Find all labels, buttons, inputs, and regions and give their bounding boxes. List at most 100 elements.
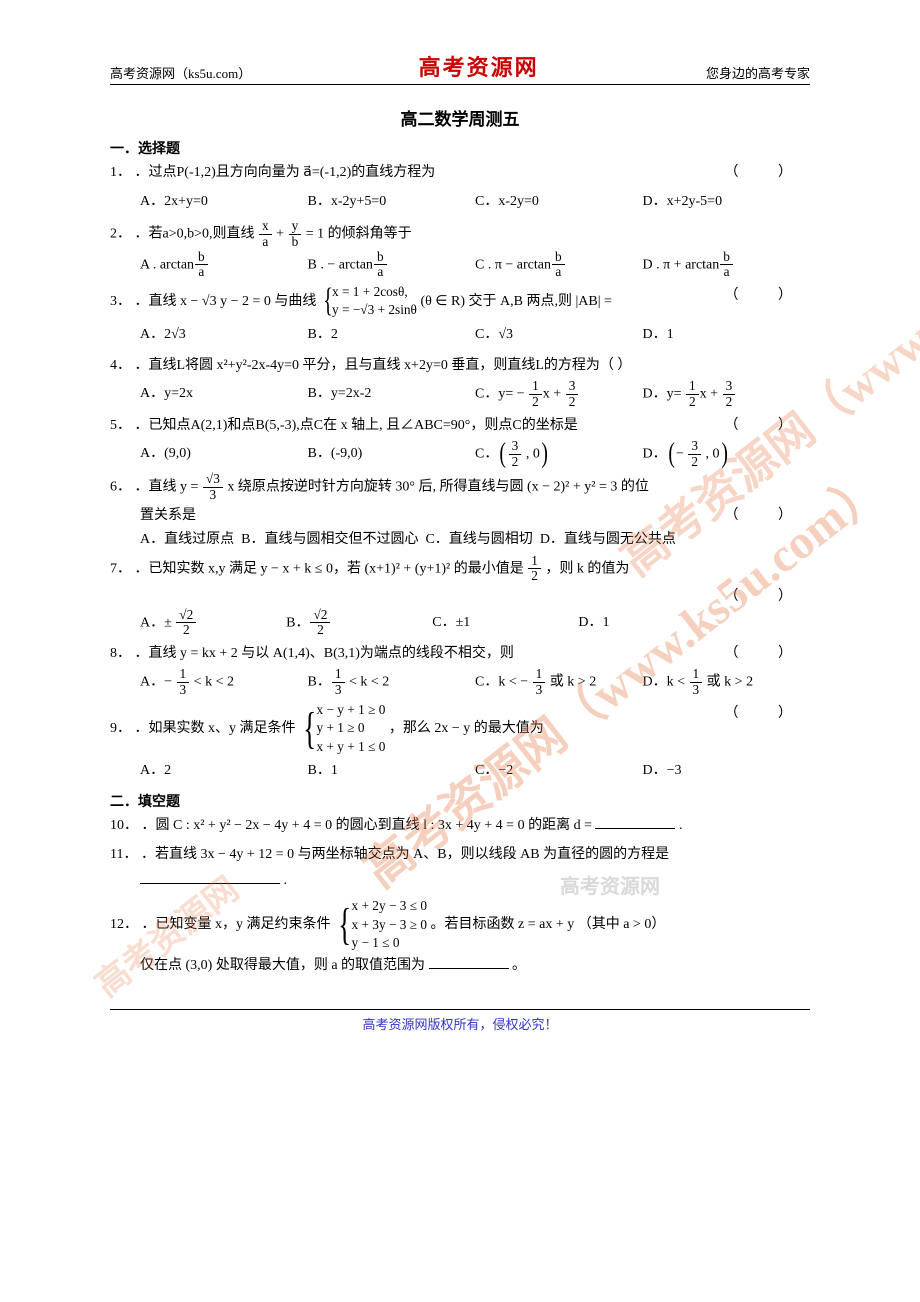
q2-opt-d: D . π + arctanba bbox=[643, 250, 811, 281]
q6-text-pre: ．直线 y = bbox=[135, 480, 202, 495]
q8-text: ．直线 y = kx + 2 与以 A(1,4)、B(3,1)为端点的线段不相交… bbox=[135, 646, 514, 661]
q6-opt-a: A．直线过原点 bbox=[140, 532, 234, 547]
q8-opt-a: A．− 13 < k < 2 bbox=[140, 667, 308, 698]
q8-opt-c: C．k < − 13 或 k > 2 bbox=[475, 667, 643, 698]
q10-blank bbox=[595, 815, 675, 829]
q6-line2-wrap: 置关系是 （ ） bbox=[110, 503, 810, 530]
question-6: 6． ．直线 y = √33 x 绕原点按逆时针方向旋转 30° 后, 所得直线… bbox=[110, 472, 810, 551]
q5-number: 5． bbox=[110, 418, 131, 433]
q1-opt-a: A．2x+y=0 bbox=[140, 187, 308, 218]
section-1-heading: 一．选择题 bbox=[110, 138, 810, 158]
q6-answer-paren: （ ） bbox=[725, 503, 811, 530]
q6-frac: √33 bbox=[203, 472, 223, 502]
q3-cases: {x = 1 + 2cosθ,y = −√3 + 2sinθ bbox=[320, 283, 417, 320]
q4-opt-a: A．y=2x bbox=[140, 379, 308, 410]
q10-text: ．圆 C : x² + y² − 2x − 4y + 4 = 0 的圆心到直线 … bbox=[142, 818, 596, 833]
q3-options: A．2√3 B．2 C．√3 D．1 bbox=[110, 320, 810, 351]
q9-opt-a: A．2 bbox=[140, 756, 308, 787]
q8-number: 8． bbox=[110, 646, 131, 661]
q12-line2-post: 。 bbox=[512, 958, 526, 973]
q10-number: 10． bbox=[110, 818, 138, 833]
q9-text-post: ，那么 2x − y 的最大值为 bbox=[389, 721, 544, 736]
question-5: 5． ．已知点A(2,1)和点B(5,-3),点C在 x 轴上, 且∠ABC=9… bbox=[110, 413, 810, 471]
q4-opt-b: B．y=2x-2 bbox=[308, 379, 476, 410]
q7-number: 7． bbox=[110, 561, 131, 576]
q2-frac2: yb bbox=[289, 219, 302, 249]
question-8: 8． ．直线 y = kx + 2 与以 A(1,4)、B(3,1)为端点的线段… bbox=[110, 641, 810, 699]
q12-text-post: 。若目标函数 z = ax + y （其中 a > 0） bbox=[431, 917, 666, 932]
q3-opt-c: C．√3 bbox=[475, 320, 643, 351]
q2-frac1: xa bbox=[259, 219, 272, 249]
header-center-logo: 高考资源网 bbox=[419, 50, 539, 82]
q3-opt-d: D．1 bbox=[643, 320, 811, 351]
q9-options: A．2 B．1 C．−2 D．−3 bbox=[110, 756, 810, 787]
q7-opt-a: A．± √22 bbox=[140, 608, 286, 639]
q5-opt-d: D．(− 32 , 0) bbox=[643, 439, 811, 470]
q6-text-mid: x 绕原点按逆时针方向旋转 30° 后, 所得直线与圆 (x − 2)² + y… bbox=[227, 480, 649, 495]
q6-opt-b: B．直线与圆相交但不过圆心 bbox=[241, 532, 418, 547]
q7-frac-half: 12 bbox=[528, 554, 541, 584]
q10-post: . bbox=[679, 818, 683, 833]
q9-number: 9． bbox=[110, 721, 131, 736]
q2-plus: + bbox=[276, 227, 287, 242]
q7-options: A．± √22 B．√22 C．±1 D．1 bbox=[110, 608, 725, 639]
q9-opt-c: C．−2 bbox=[475, 756, 643, 787]
question-9: 9． ．如果实数 x、y 满足条件 {x − y + 1 ≥ 0y + 1 ≥ … bbox=[110, 701, 810, 788]
question-7: 7． ．已知实数 x,y 满足 y − x + k ≤ 0，若 (x+1)² +… bbox=[110, 554, 810, 639]
question-10: 10． ．圆 C : x² + y² − 2x − 4y + 4 = 0 的圆心… bbox=[110, 813, 810, 840]
q7-text-pre: ．已知实数 x,y 满足 y − x + k ≤ 0，若 (x+1)² + (y… bbox=[135, 561, 528, 576]
q3-text-pre: ．直线 x − √3 y − 2 = 0 与曲线 bbox=[135, 294, 320, 309]
page-footer: 高考资源网版权所有，侵权必究！ bbox=[110, 1009, 810, 1033]
q5-text: ．已知点A(2,1)和点B(5,-3),点C在 x 轴上, 且∠ABC=90°，… bbox=[135, 418, 578, 433]
q9-opt-d: D．−3 bbox=[643, 756, 811, 787]
q7-opt-d: D．1 bbox=[578, 608, 724, 639]
page-header: 高考资源网（ks5u.com） 高考资源网 您身边的高考专家 bbox=[110, 50, 810, 85]
q1-text: ．过点P(-1,2)且方向向量为 a⃗=(-1,2)的直线方程为 bbox=[135, 165, 436, 180]
q1-options: A．2x+y=0 B．x-2y+5=0 C．x-2y=0 D．x+2y-5=0 bbox=[110, 187, 810, 218]
header-left: 高考资源网（ks5u.com） bbox=[110, 63, 251, 82]
q5-opt-c: C．(32 , 0) bbox=[475, 439, 643, 470]
q11-text: ．若直线 3x − 4y + 12 = 0 与两坐标轴交点为 A、B，则以线段 … bbox=[141, 847, 669, 862]
q12-cases: {x + 2y − 3 ≤ 0x + 3y − 3 ≥ 0y − 1 ≤ 0 bbox=[334, 897, 427, 953]
section-2-heading: 二．填空题 bbox=[110, 791, 810, 811]
question-4: 4． ．直线L将圆 x²+y²-2x-4y=0 平分，且与直线 x+2y=0 垂… bbox=[110, 353, 810, 411]
q2-eq: = 1 bbox=[306, 227, 324, 242]
q9-cases: {x − y + 1 ≥ 0y + 1 ≥ 0x + y + 1 ≤ 0 bbox=[299, 701, 385, 757]
q2-options: A . arctanba B . − arctanba C . π − arct… bbox=[110, 250, 810, 281]
q9-answer-paren: （ ） bbox=[725, 701, 811, 728]
q2-text-pre: ．若a>0,b>0,则直线 bbox=[135, 227, 259, 242]
question-12: 12． ．已知变量 x，y 满足约束条件 {x + 2y − 3 ≤ 0x + … bbox=[110, 897, 810, 979]
q12-number: 12． bbox=[110, 917, 138, 932]
q5-options: A．(9,0) B．(-9,0) C．(32 , 0) D．(− 32 , 0) bbox=[110, 439, 810, 470]
question-11: 11． ．若直线 3x − 4y + 12 = 0 与两坐标轴交点为 A、B，则… bbox=[110, 842, 810, 895]
q8-opt-b: B．13 < k < 2 bbox=[308, 667, 476, 698]
q8-opt-d: D．k < 13 或 k > 2 bbox=[643, 667, 811, 698]
q1-number: 1． bbox=[110, 165, 131, 180]
q6-options: A．直线过原点 B．直线与圆相交但不过圆心 C．直线与圆相切 D．直线与圆无公共… bbox=[110, 529, 810, 551]
q1-opt-c: C．x-2y=0 bbox=[475, 187, 643, 218]
q11-post: . bbox=[284, 873, 288, 888]
q3-opt-a: A．2√3 bbox=[140, 320, 308, 351]
q7-opt-c: C．±1 bbox=[432, 608, 578, 639]
q8-answer-paren: （ ） bbox=[725, 641, 811, 668]
q12-line2-pre: 仅在点 (3,0) 处取得最大值，则 a 的取值范围为 bbox=[140, 958, 425, 973]
question-3: 3． ．直线 x − √3 y − 2 = 0 与曲线 {x = 1 + 2co… bbox=[110, 283, 810, 351]
q7-opt-b: B．√22 bbox=[286, 608, 432, 639]
q7-answer-paren: （ ） bbox=[725, 584, 811, 611]
question-2: 2． ．若a>0,b>0,则直线 xa + yb = 1 的倾斜角等于 A . … bbox=[110, 219, 810, 280]
question-1: 1． ．过点P(-1,2)且方向向量为 a⃗=(-1,2)的直线方程为 （ ） … bbox=[110, 160, 810, 217]
document-title: 高二数学周测五 bbox=[110, 105, 810, 130]
q2-number: 2． bbox=[110, 227, 131, 242]
q12-text-pre: ．已知变量 x，y 满足约束条件 bbox=[142, 917, 335, 932]
q3-answer-paren: （ ） bbox=[725, 283, 811, 310]
q12-blank bbox=[429, 955, 509, 969]
page-container: 高考资源网（www.ks5u.com） 高考资源网 高考资源网（www.ks5u… bbox=[0, 0, 920, 1063]
q2-text-post: 的倾斜角等于 bbox=[328, 227, 412, 242]
q6-line2: 置关系是 bbox=[140, 508, 196, 523]
q4-text: ．直线L将圆 x²+y²-2x-4y=0 平分，且与直线 x+2y=0 垂直，则… bbox=[135, 358, 632, 373]
q2-opt-b: B . − arctanba bbox=[308, 250, 476, 281]
header-right: 您身边的高考专家 bbox=[706, 63, 810, 82]
q3-text-mid: (θ ∈ R) 交于 A,B 两点,则 |AB| = bbox=[420, 294, 611, 309]
q11-number: 11． bbox=[110, 847, 137, 862]
q4-options: A．y=2x B．y=2x-2 C．y= − 12x + 32 D．y= 12x… bbox=[110, 379, 810, 410]
